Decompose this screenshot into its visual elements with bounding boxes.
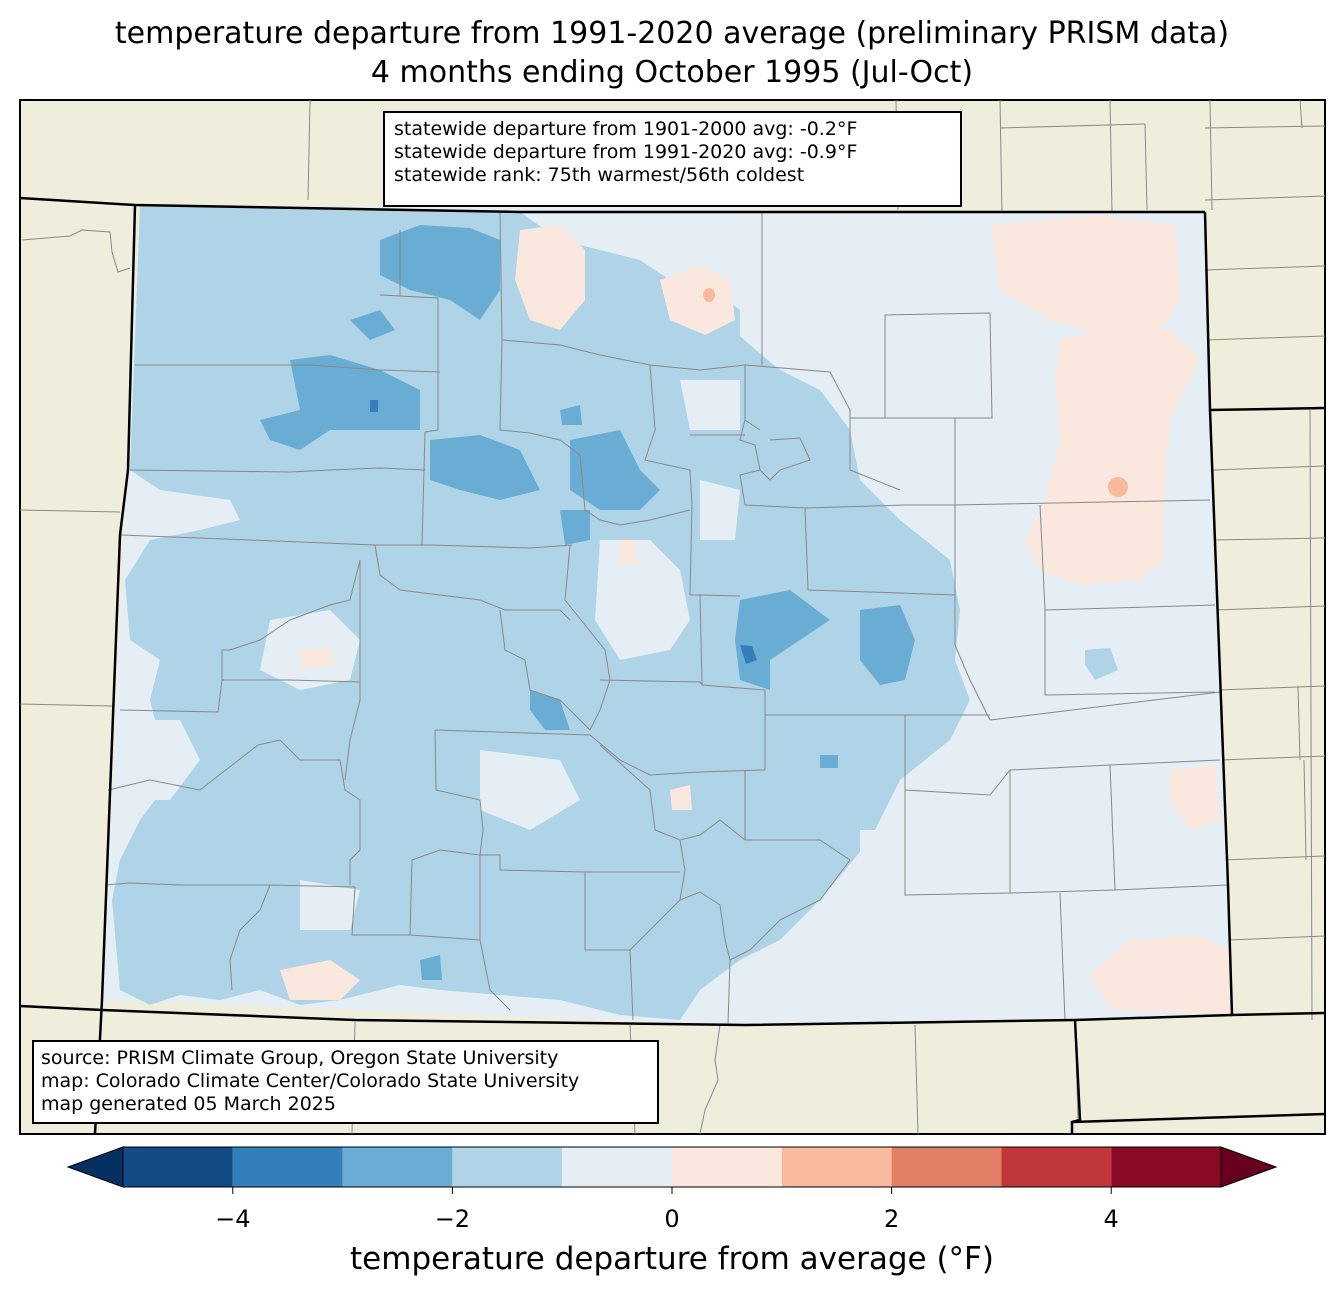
colorbar-under-extend	[66, 1146, 124, 1188]
map-credit-line: map: Colorado Climate Center/Colorado St…	[41, 1070, 580, 1092]
colorbar-bin-1	[232, 1147, 343, 1187]
colorbar-bin-8	[1001, 1147, 1112, 1187]
state-borders	[19, 196, 1326, 1135]
colorbar-tick-label: 0	[664, 1205, 680, 1233]
map-title: temperature departure from 1991-2020 ave…	[114, 16, 1230, 51]
colorbar-bin-9	[1111, 1147, 1221, 1187]
contour-minus-4-to-minus-3	[370, 400, 757, 664]
colorbar-bin-5	[672, 1147, 782, 1187]
colorbar-bin-2	[342, 1147, 453, 1187]
colorbar-label: temperature departure from average (°F)	[350, 1241, 994, 1277]
contour-0-to-1	[280, 215, 1232, 1015]
stats-line-1991-2020: statewide departure from 1991-2020 avg: …	[394, 141, 858, 163]
colorbar-bin-4	[562, 1147, 672, 1187]
colorado-county-lines	[104, 211, 1229, 1026]
generated-date-line: map generated 05 March 2025	[41, 1093, 336, 1115]
colorbar-bin-0	[123, 1147, 233, 1187]
colorbar-tick-label: 4	[1103, 1205, 1119, 1233]
stats-line-rank: statewide rank: 75th warmest/56th coldes…	[394, 164, 805, 186]
contour-minus-3-to-minus-2	[260, 225, 1118, 980]
source-credit-box: source: PRISM Climate Group, Oregon Stat…	[32, 1040, 659, 1124]
source-line: source: PRISM Climate Group, Oregon Stat…	[41, 1047, 559, 1069]
colorbar-tick-label: 2	[883, 1205, 900, 1233]
colorbar-bin-3	[452, 1147, 563, 1187]
map-subtitle: 4 months ending October 1995 (Jul-Oct)	[370, 55, 974, 90]
colorbar-bin-7	[891, 1147, 1002, 1187]
colorbar-over-extend	[1220, 1146, 1278, 1188]
colorbar-tick-label: −2	[434, 1205, 471, 1233]
colorbar-bin-6	[781, 1147, 892, 1187]
colorbar	[66, 1146, 1278, 1194]
statewide-stats-box: statewide departure from 1901-2000 avg: …	[383, 111, 962, 207]
contour-1-to-2	[703, 288, 1128, 497]
colorbar-tick-label: −4	[215, 1205, 251, 1233]
stats-line-1901-2000: statewide departure from 1901-2000 avg: …	[394, 118, 858, 140]
